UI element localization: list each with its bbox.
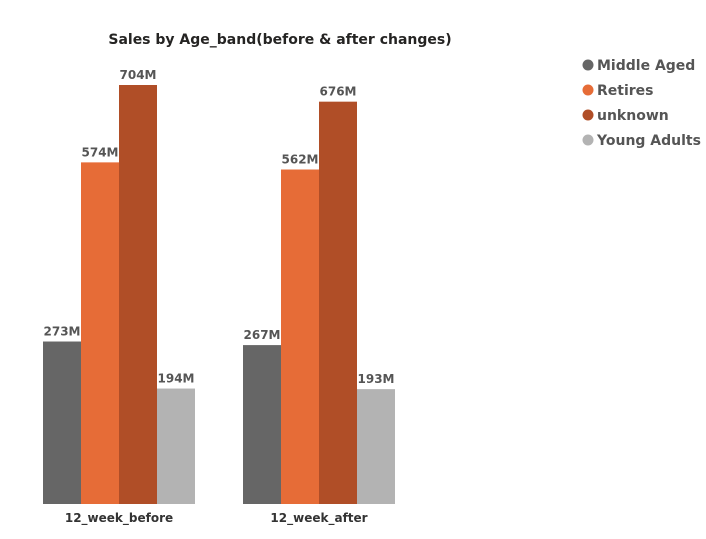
category-label-12_week_after: 12_week_after: [270, 511, 367, 526]
data-label: 574M: [82, 145, 119, 159]
legend-marker-middle-aged: [582, 59, 594, 71]
bar-young-adults-12_week_before: [157, 388, 195, 504]
legend-marker-retires: [582, 84, 594, 96]
bars-group: 273M 574M 704M 194M 267M 562M 676M 193M: [43, 68, 395, 505]
legend-entry-retires: Retires: [597, 83, 654, 99]
category-label-12_week_before: 12_week_before: [65, 511, 173, 526]
data-label: 562M: [282, 153, 319, 167]
legend-entry-young-adults: Young Adults: [596, 133, 701, 149]
legend-entry-unknown: unknown: [597, 108, 669, 124]
category-labels: 12_week_before 12_week_after: [65, 511, 368, 526]
bar-unknown-12_week_after: [319, 101, 357, 505]
bar-middle-aged-12_week_before: [43, 341, 81, 504]
data-label: 193M: [358, 372, 395, 386]
data-label: 273M: [44, 325, 81, 339]
data-label: 704M: [120, 68, 157, 82]
legend: Middle Aged Retires unknown Young Adults: [582, 58, 701, 149]
chart-title: Sales by Age_band(before & after changes…: [108, 32, 451, 48]
data-label: 194M: [158, 372, 195, 386]
bar-young-adults-12_week_after: [357, 389, 395, 504]
data-label: 267M: [244, 328, 281, 342]
legend-marker-young-adults: [582, 134, 594, 146]
data-label: 676M: [320, 85, 357, 99]
bar-retires-12_week_before: [81, 162, 119, 504]
bar-unknown-12_week_before: [119, 85, 157, 504]
legend-marker-unknown: [582, 109, 594, 121]
legend-entry-middle-aged: Middle Aged: [597, 58, 695, 74]
bar-retires-12_week_after: [281, 169, 319, 504]
bar-middle-aged-12_week_after: [243, 345, 281, 504]
